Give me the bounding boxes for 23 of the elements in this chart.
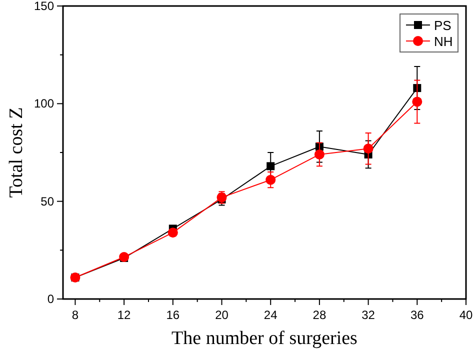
legend-label: NH	[434, 34, 453, 49]
x-tick-label: 8	[72, 308, 79, 322]
y-tick-label: 0	[47, 292, 54, 306]
x-tick-label: 12	[117, 308, 132, 322]
point	[363, 144, 374, 154]
x-tick-label: 32	[362, 308, 376, 322]
y-tick-label: 150	[34, 0, 54, 13]
y-tick-label: 50	[40, 194, 54, 208]
y-tick-label: 100	[34, 96, 54, 111]
x-axis-title: The number of surgeries	[172, 328, 358, 349]
point	[314, 149, 324, 160]
legend-label: PS	[434, 18, 452, 33]
x-tick-label: 20	[215, 308, 229, 322]
point	[168, 228, 178, 238]
point	[412, 96, 422, 107]
y-axis-title: Total cost Z	[6, 107, 27, 198]
x-tick-label: 28	[312, 308, 326, 322]
x-tick-label: 36	[410, 308, 424, 322]
x-tick-label: 16	[166, 308, 180, 322]
x-tick-label: 40	[459, 308, 473, 322]
point	[266, 162, 275, 170]
x-tick-label: 24	[264, 308, 278, 322]
point	[266, 174, 276, 185]
